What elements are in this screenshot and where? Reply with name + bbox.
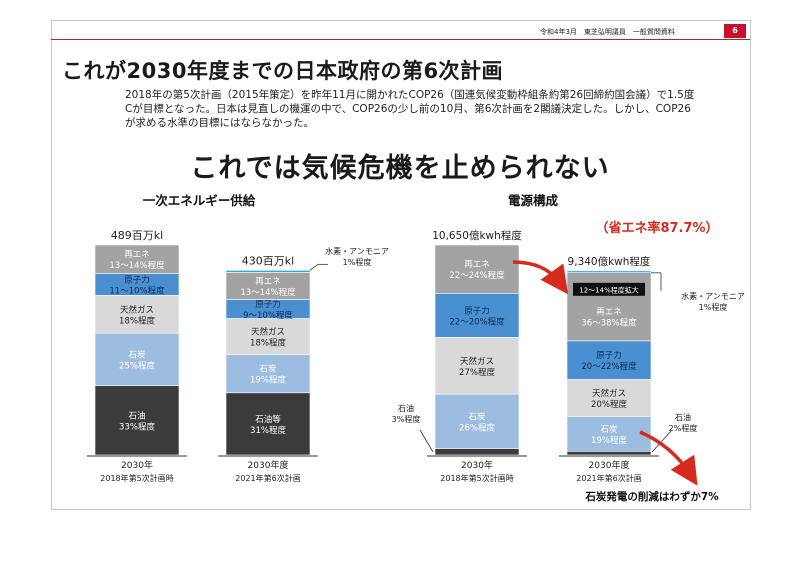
chart2-bar0-seg-oil — [434, 448, 520, 456]
chart2-bottom-note: 石炭発電の削減はわずか7% — [584, 490, 719, 503]
chart1-bar0-label-renewable: 13〜14%程度 — [109, 260, 165, 271]
chart2-bar0-seg-coal — [434, 393, 520, 450]
chart1-bar0-label-oil: 33%程度 — [119, 421, 155, 432]
chart2-bar0-total: 10,650億kwh程度 — [432, 229, 522, 242]
intro-paragraph: 2018年の第5次計画（2015年策定）を昨年11月に開かれたCOP26（国連気… — [125, 89, 695, 129]
chart2-bar0-label-gas: 27%程度 — [459, 367, 495, 378]
chart-layer: 一次エネルギー供給石油33%程度石炭25%程度天然ガス18%程度原子力11〜10… — [87, 193, 745, 503]
chart1-bar1-seg-hydrogen — [225, 270, 311, 273]
chart2-bar0-name-nuclear: 原子力 — [464, 305, 490, 316]
chart1-bar1-xlabel: 2030年度 — [248, 459, 289, 471]
chart1-bar1-seg-renewable — [225, 272, 311, 300]
chart2-bar1-name-nuclear: 原子力 — [596, 350, 622, 361]
chart2-bar1-label-coal: 19%程度 — [591, 435, 627, 446]
chart1-bar1-name-nuclear: 原子力 — [255, 299, 281, 310]
chart2-bar1-xlabel: 2030年度 — [589, 459, 630, 471]
chart2-bar1-seg-coal — [566, 416, 652, 452]
page-title: これが2030年度までの日本政府の第6次計画 — [62, 59, 504, 83]
chart2-bar1-name-renewable: 再エネ — [596, 308, 622, 318]
chart1-bar1-seg-gas — [225, 318, 311, 355]
chart2-bar0-name-renewable: 再エネ — [464, 260, 490, 270]
chart2-bar1-seg-gas — [566, 379, 652, 417]
header-meta: 令和4年3月 東芝弘明議員 一般質問資料 — [540, 28, 675, 36]
chart1-bar0-seg-renewable — [94, 244, 180, 274]
chart1-bar1-name-coal: 石炭 — [259, 365, 277, 375]
chart1-bar1-label-renewable: 13〜14%程度 — [240, 287, 296, 298]
chart1-callout-leader — [309, 264, 319, 271]
chart1-bar1-sublabel: 2021年第6次計画 — [235, 473, 300, 483]
chart2-bar0-name-gas: 天然ガス — [460, 356, 494, 367]
chart2-bar1-name-coal: 石炭 — [600, 425, 618, 435]
chart2-oil-leader-left — [419, 429, 434, 453]
chart1-bar1-seg-coal — [225, 354, 311, 394]
chart2-bar0-xlabel: 2030年 — [461, 459, 493, 471]
chart1-bar0-name-renewable: 再エネ — [124, 250, 150, 260]
chart1-bar0-name-coal: 石炭 — [128, 350, 146, 360]
chart2-bar0-name-coal: 石炭 — [468, 412, 486, 422]
chart2-bar1-label-renewable: 36〜38%程度 — [581, 318, 637, 329]
chart1-bar0-sublabel: 2018年第5次計画時 — [100, 473, 173, 483]
chart1-bar0-name-oil: 石油 — [128, 410, 145, 421]
chart1-bar1-total: 430百万kl — [242, 254, 294, 267]
chart2-oil-callout-left-0: 石油 — [398, 403, 414, 413]
chart2-annotation: （省エネ率87.7%） — [595, 220, 718, 236]
chart2-oil-leader-right — [651, 429, 673, 453]
chart2-oil-callout-left-1: 3%程度 — [392, 414, 421, 424]
chart2-bar1-seg-hydrogen — [566, 270, 652, 273]
chart1-bar0-label-coal: 25%程度 — [119, 360, 155, 371]
chart2-bar1-name-gas: 天然ガス — [592, 388, 626, 399]
chart1-bar0-label-nuclear: 11〜10%程度 — [109, 285, 165, 296]
chart1-bar0-xlabel: 2030年 — [121, 459, 153, 471]
headline: これでは気候危機を止められない — [190, 153, 610, 184]
chart1-bar0-name-nuclear: 原子力 — [124, 274, 150, 285]
chart1-bar1-label-nuclear: 9〜10%程度 — [243, 310, 293, 321]
chart2-bar0-sublabel: 2018年第5次計画時 — [440, 473, 513, 483]
chart1-bar1-label-coal: 19%程度 — [250, 375, 286, 386]
chart1-bar1-name-oil: 石油等 — [255, 414, 281, 425]
chart1-bar1-label-gas: 18%程度 — [250, 338, 286, 349]
chart2-bar1-sublabel: 2021年第6次計画 — [576, 473, 641, 483]
chart2-bar1-label-gas: 20%程度 — [591, 399, 627, 410]
chart1-bar0-total: 489百万kl — [111, 229, 163, 242]
chart2-bar0-seg-renewable — [434, 244, 520, 294]
chart1-callout-0: 水素・アンモニア — [325, 246, 389, 256]
chart2-oil-callout-right-1: 2%程度 — [669, 423, 698, 433]
chart2-bar1-total: 9,340億kwh程度 — [568, 255, 651, 268]
chart2-arrow-top — [512, 260, 569, 295]
page-number-badge: 6 — [724, 24, 746, 38]
chart2-bar0-seg-gas — [434, 337, 520, 395]
chart1-bar1-name-renewable: 再エネ — [255, 277, 281, 287]
chart2-oil-callout-right-0: 石油 — [675, 412, 691, 422]
chart2-renewable-note: 12〜14%程度拡大 — [579, 285, 638, 294]
chart2-title: 電源構成 — [508, 193, 559, 208]
chart2-callout-0: 水素・アンモニア — [681, 291, 745, 301]
chart1-bar1-seg-oil — [225, 392, 311, 456]
chart2-bar0-label-renewable: 22〜24%程度 — [449, 270, 505, 281]
chart1-callout-1: 1%程度 — [343, 257, 372, 267]
chart1-bar1-label-oil: 31%程度 — [250, 425, 286, 436]
chart2-bar1-seg-oil — [566, 451, 652, 456]
chart1-bar0-name-gas: 天然ガス — [120, 304, 154, 315]
chart2-bar0-label-coal: 26%程度 — [459, 422, 495, 433]
chart2-bar1-label-nuclear: 20〜22%程度 — [581, 361, 637, 372]
chart2-arrow-bottom — [639, 430, 698, 486]
chart2-callout-1: 1%程度 — [699, 302, 728, 312]
chart2-bar0-label-nuclear: 22〜20%程度 — [449, 316, 505, 327]
chart2-bar1-seg-nuclear — [566, 340, 652, 380]
chart1-bar1-name-gas: 天然ガス — [251, 327, 285, 338]
header-rule — [51, 39, 750, 40]
chart2-renewable-note-box — [573, 282, 645, 296]
chart1-title: 一次エネルギー供給 — [143, 193, 256, 208]
chart1-bar0-label-gas: 18%程度 — [119, 315, 155, 326]
chart2-bar0-seg-nuclear — [434, 292, 520, 338]
